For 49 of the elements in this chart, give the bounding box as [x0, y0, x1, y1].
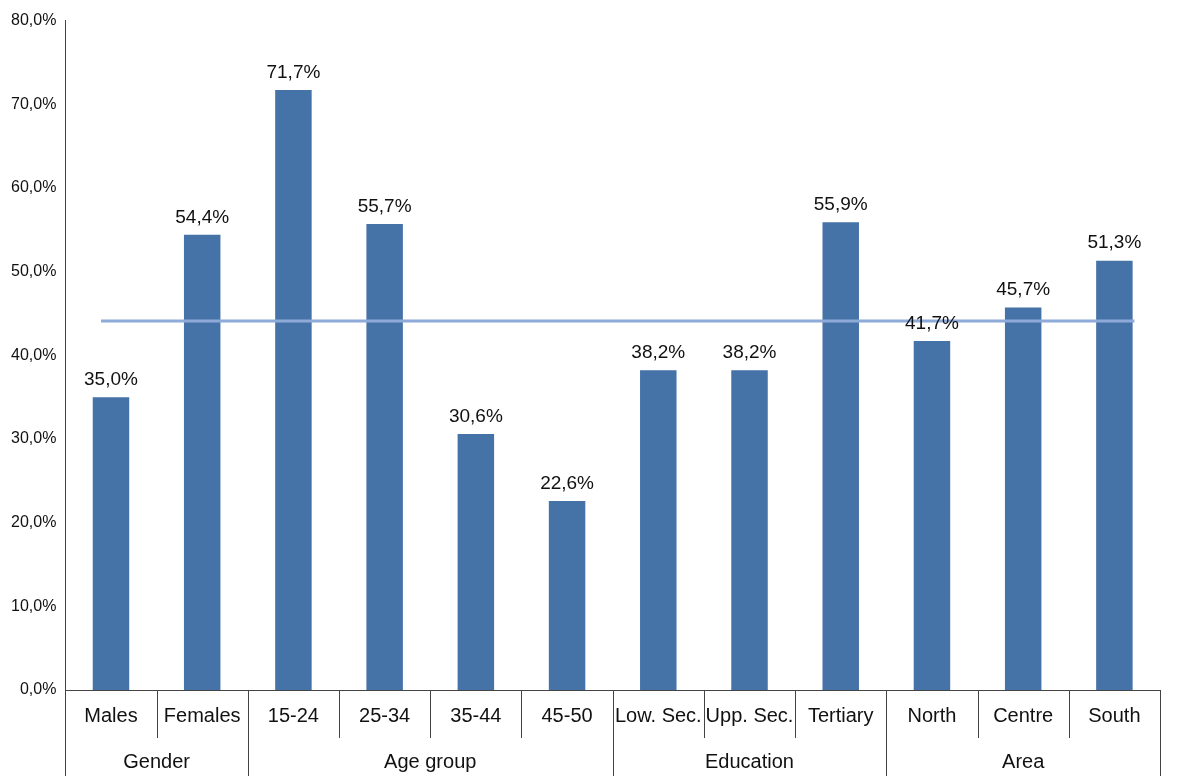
- data-label: 55,7%: [357, 194, 412, 216]
- x-tick-label: North: [907, 703, 957, 726]
- text: Age group: [384, 749, 477, 772]
- bar: [1096, 260, 1133, 690]
- bar: [275, 90, 312, 690]
- bar: [457, 433, 495, 690]
- y-tick-label: 10,0%: [10, 596, 57, 614]
- x-tick-label: Tertiary: [807, 703, 874, 726]
- bar: [822, 222, 859, 690]
- bar: [366, 223, 403, 690]
- data-label: 45,7%: [996, 278, 1051, 300]
- text: Area: [1002, 749, 1046, 772]
- bar: [1004, 307, 1042, 690]
- text: Gender: [123, 749, 191, 772]
- y-tick-label: 40,0%: [10, 345, 57, 363]
- y-tick-label: 0,0%: [19, 680, 57, 698]
- x-tick-label: Centre: [993, 703, 1054, 726]
- x-tick-label: South: [1088, 703, 1141, 726]
- bar: [183, 234, 221, 690]
- x-tick-label: 35-44: [450, 703, 502, 726]
- y-tick-label: 80,0%: [10, 11, 57, 29]
- x-tick-label: Males: [84, 703, 138, 726]
- data-label: 30,6%: [448, 404, 503, 426]
- bar: [640, 370, 677, 690]
- y-tick-label: 60,0%: [10, 178, 57, 196]
- bar: [731, 370, 768, 690]
- data-label: 55,9%: [813, 192, 868, 214]
- x-tick-label: 15-24: [267, 703, 319, 726]
- data-label: 38,2%: [631, 341, 686, 363]
- bar: [913, 341, 951, 690]
- bar: [92, 397, 130, 690]
- bar: [548, 500, 586, 690]
- data-label: 38,2%: [722, 341, 777, 363]
- text: Education: [705, 749, 794, 772]
- y-tick-label: 30,0%: [10, 429, 57, 447]
- data-label: 51,3%: [1087, 231, 1142, 253]
- x-tick-label: Low. Sec.: [614, 703, 702, 726]
- x-tick-label: 45-50: [541, 703, 593, 726]
- data-label: 22,6%: [540, 471, 595, 493]
- x-tick-label: 25-34: [359, 703, 411, 726]
- x-tick-label: Upp. Sec.: [705, 703, 794, 726]
- y-tick-label: 50,0%: [10, 262, 57, 280]
- y-tick-label: 20,0%: [10, 513, 57, 531]
- data-label: 71,7%: [266, 60, 321, 82]
- data-label: 41,7%: [905, 311, 959, 333]
- x-tick-label: Females: [163, 703, 241, 726]
- y-tick-label: 70,0%: [10, 94, 57, 112]
- data-label: 35,0%: [84, 367, 139, 389]
- data-label: 54,4%: [175, 205, 230, 227]
